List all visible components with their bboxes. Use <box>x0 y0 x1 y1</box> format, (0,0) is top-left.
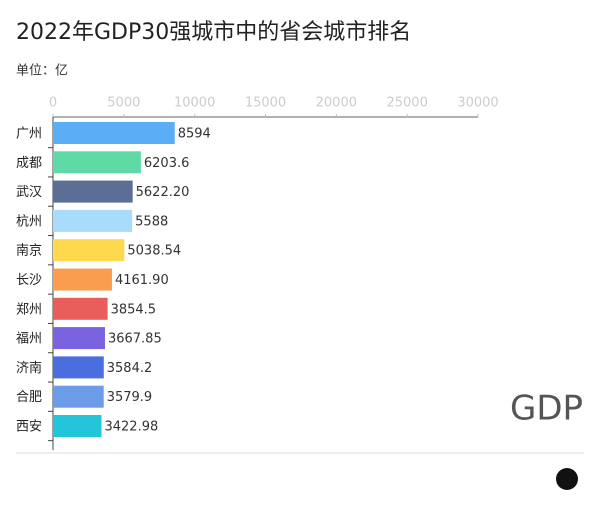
value-label: 3579.9 <box>107 390 152 405</box>
bar <box>53 297 108 320</box>
y-tick-label: 长沙 <box>16 273 42 288</box>
y-tick-label: 广州 <box>16 127 42 142</box>
y-tick-label: 西安 <box>16 420 42 435</box>
bar <box>53 356 104 379</box>
bar <box>53 268 112 291</box>
bar <box>53 327 105 350</box>
value-label: 3422.98 <box>104 420 158 435</box>
bar <box>53 239 125 262</box>
chart-title: 2022年GDP30强城市中的省会城市排名 <box>16 20 411 45</box>
bar <box>53 209 133 232</box>
x-tick-label: 5000 <box>107 96 140 111</box>
value-label: 5622.20 <box>136 185 190 200</box>
y-tick-label: 济南 <box>16 360 42 376</box>
value-label: 3584.2 <box>107 361 153 376</box>
x-tick-label: 10000 <box>174 96 215 111</box>
logo <box>556 468 578 490</box>
value-label: 5588 <box>135 214 168 229</box>
value-label: 3854.5 <box>111 302 156 317</box>
y-tick-label: 郑州 <box>16 302 42 317</box>
value-label: 4161.90 <box>115 273 169 288</box>
value-label: 8594 <box>178 127 211 142</box>
y-tick-label: 武汉 <box>16 185 42 200</box>
bar <box>53 151 141 174</box>
x-tick-label: 15000 <box>245 96 286 111</box>
value-label: 5038.54 <box>127 244 181 259</box>
value-label: 3667.85 <box>108 332 162 347</box>
bar <box>53 415 102 437</box>
y-tick-label: 合肥 <box>16 390 42 405</box>
y-tick-label: 杭州 <box>16 214 42 229</box>
bar <box>53 122 175 144</box>
y-tick-label: 福州 <box>16 332 42 347</box>
x-tick-label: 20000 <box>316 96 357 111</box>
annotation: GDP <box>510 389 583 429</box>
bar <box>53 180 133 203</box>
x-tick-label: 30000 <box>457 96 498 111</box>
bar <box>53 385 104 408</box>
chart-subtitle: 单位：亿 <box>16 64 68 79</box>
x-tick-label: 0 <box>49 96 57 111</box>
x-tick-label: 25000 <box>386 96 427 111</box>
value-label: 6203.6 <box>144 156 190 171</box>
y-tick-label: 南京 <box>16 243 42 259</box>
y-tick-label: 成都 <box>16 156 42 171</box>
